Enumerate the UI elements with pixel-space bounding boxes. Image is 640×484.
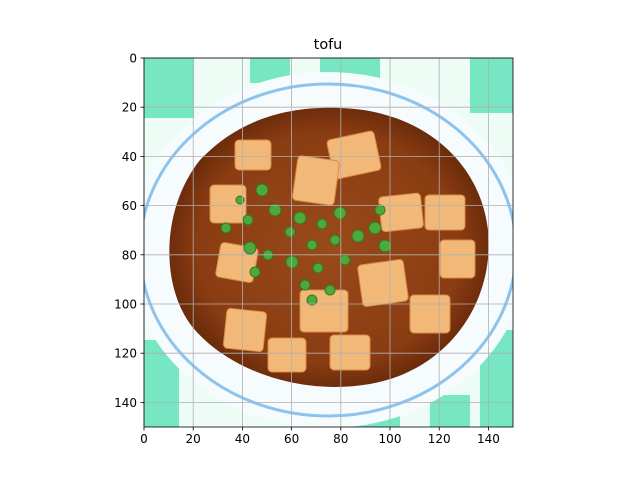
- x-tick-label: 40: [235, 432, 250, 446]
- x-tick-label: 20: [186, 432, 201, 446]
- y-tick-label: 20: [122, 101, 137, 115]
- y-tick-label: 140: [114, 396, 137, 410]
- plate-rim: [144, 82, 513, 418]
- y-tick-label: 60: [122, 199, 137, 213]
- chart-title: tofu: [314, 37, 343, 53]
- plot-image: [144, 58, 513, 427]
- x-tick-label: 120: [428, 432, 451, 446]
- y-tick-label: 0: [129, 52, 137, 66]
- y-tick-label: 120: [114, 347, 137, 361]
- x-tick-label: 60: [284, 432, 299, 446]
- x-tick-label: 100: [379, 432, 402, 446]
- axes-frame: [143, 57, 514, 428]
- x-tick-label: 0: [140, 432, 148, 446]
- y-tick-label: 80: [122, 248, 137, 262]
- y-tick-label: 100: [114, 298, 137, 312]
- y-tick-label: 40: [122, 150, 137, 164]
- x-tick-label: 140: [477, 432, 500, 446]
- y-axis-ticks: 0 20 40 60 80 100 120 140: [114, 52, 144, 410]
- x-tick-label: 80: [333, 432, 348, 446]
- x-axis-ticks: 0 20 40 60 80 100 120 140: [140, 427, 500, 446]
